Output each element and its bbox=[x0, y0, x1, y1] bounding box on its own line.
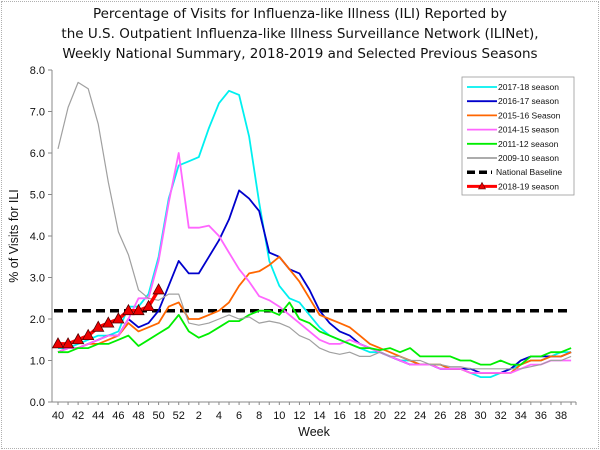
series-lines bbox=[51, 81, 572, 379]
legend-marker-icon bbox=[477, 181, 487, 190]
legend-item-2011-12-season: 2011-12 season bbox=[467, 139, 559, 149]
legend: 2017-18 season 2016-17 season 2015-16 Seas… bbox=[461, 76, 575, 196]
legend-box bbox=[461, 76, 575, 196]
x-tick-label: 22 bbox=[394, 410, 406, 422]
x-tick-label: 48 bbox=[132, 410, 144, 422]
y-tick-label: 7.0 bbox=[30, 107, 45, 119]
series-2018-19-marker bbox=[102, 316, 115, 328]
x-tick-label: 12 bbox=[293, 410, 305, 422]
series-2018-19-marker bbox=[71, 332, 85, 345]
x-tick-label: 6 bbox=[236, 410, 242, 422]
chart-title-line-3: Weekly National Summary, 2018-2019 and S… bbox=[62, 46, 538, 62]
legend-item-national-baseline: National Baseline bbox=[467, 167, 562, 177]
series-2018-19-marker bbox=[152, 283, 165, 295]
legend-item-2016-17-season: 2016-17 season bbox=[467, 96, 559, 106]
x-tick-label: 4 bbox=[216, 410, 222, 422]
y-tick-label: 5.0 bbox=[30, 190, 45, 202]
series-2018-19-marker bbox=[51, 337, 65, 349]
series-2017-18-line bbox=[58, 89, 572, 379]
legend-label: 2018-19 season bbox=[498, 181, 559, 191]
legend-label: National Baseline bbox=[496, 167, 562, 177]
legend-label: 2017-18 season bbox=[498, 82, 559, 92]
y-tick-label: 3.0 bbox=[30, 273, 45, 285]
axes: 0.01.02.03.04.05.06.07.08.040 42 44 46 48 50 5… bbox=[30, 65, 577, 422]
series-2018-19-marker bbox=[92, 320, 105, 332]
x-tick-label: 14 bbox=[313, 410, 325, 422]
x-axis-title: Week bbox=[298, 425, 330, 439]
x-tick-label: 50 bbox=[152, 410, 164, 422]
legend-label: 2015-16 Season bbox=[498, 110, 561, 120]
legend-item-2014-15-season: 2014-15 season bbox=[467, 125, 559, 135]
x-tick-label: 18 bbox=[354, 410, 366, 422]
y-tick-label: 4.0 bbox=[30, 231, 45, 243]
series-2018-19-marker bbox=[61, 337, 75, 349]
y-tick-label: 8.0 bbox=[30, 65, 45, 77]
x-tick-label: 46 bbox=[112, 410, 124, 422]
y-tick-label: 0.0 bbox=[30, 397, 45, 409]
x-tick-label: 32 bbox=[495, 410, 507, 422]
x-tick-label: 8 bbox=[256, 410, 262, 422]
x-tick-label: 16 bbox=[334, 410, 346, 422]
legend-item-2017-18-season: 2017-18 season bbox=[467, 82, 559, 92]
series-2018-19-marker bbox=[142, 299, 155, 311]
y-axis-title: % of Visits for ILI bbox=[7, 189, 21, 283]
chart-title-line-2: the U.S. Outpatient Influenza-like Illne… bbox=[61, 26, 539, 42]
legend-item-2015-16-season: 2015-16 Season bbox=[467, 110, 561, 120]
series-2016-17-line bbox=[57, 189, 572, 374]
legend-label: 2009-10 season bbox=[498, 153, 559, 163]
x-tick-label: 42 bbox=[72, 410, 84, 422]
x-tick-label: 2 bbox=[196, 410, 202, 422]
x-tick-label: 28 bbox=[454, 410, 466, 422]
chart-title: Percentage of Visits for Influenza-like … bbox=[0, 4, 600, 64]
series-2018-19-marker bbox=[82, 328, 95, 341]
x-tick-label: 24 bbox=[414, 410, 426, 422]
x-tick-label: 38 bbox=[555, 410, 567, 422]
x-tick-label: 10 bbox=[273, 410, 285, 422]
legend-label: 2011-12 season bbox=[498, 139, 559, 149]
y-tick-label: 1.0 bbox=[30, 356, 45, 368]
legend-label: 2014-15 season bbox=[498, 125, 559, 135]
x-tick-label: 20 bbox=[374, 410, 386, 422]
series-2011-12-line bbox=[58, 301, 572, 366]
series-2014-15-line bbox=[57, 152, 572, 374]
x-tick-label: 34 bbox=[515, 410, 527, 422]
legend-label: 2016-17 season bbox=[498, 96, 559, 106]
series-2018-19-marker bbox=[122, 303, 135, 316]
legend-item-2018-19-season: 2018-19 season bbox=[467, 181, 559, 191]
series-2018-19-marker bbox=[132, 303, 145, 316]
x-tick-label: 30 bbox=[474, 410, 486, 422]
x-tick-label: 26 bbox=[434, 410, 446, 422]
x-tick-label: 36 bbox=[535, 410, 547, 422]
y-tick-label: 6.0 bbox=[30, 148, 45, 160]
x-tick-label: 40 bbox=[52, 410, 64, 422]
x-tick-label: 52 bbox=[173, 410, 185, 422]
legend-item-2009-10-season: 2009-10 season bbox=[467, 153, 559, 163]
series-2009-10-line bbox=[57, 81, 572, 370]
x-tick-label: 44 bbox=[92, 410, 104, 422]
y-tick-label: 2.0 bbox=[30, 314, 45, 326]
series-2018-19-marker bbox=[112, 312, 125, 324]
chart-title-line-1: Percentage of Visits for Influenza-like … bbox=[92, 6, 508, 22]
